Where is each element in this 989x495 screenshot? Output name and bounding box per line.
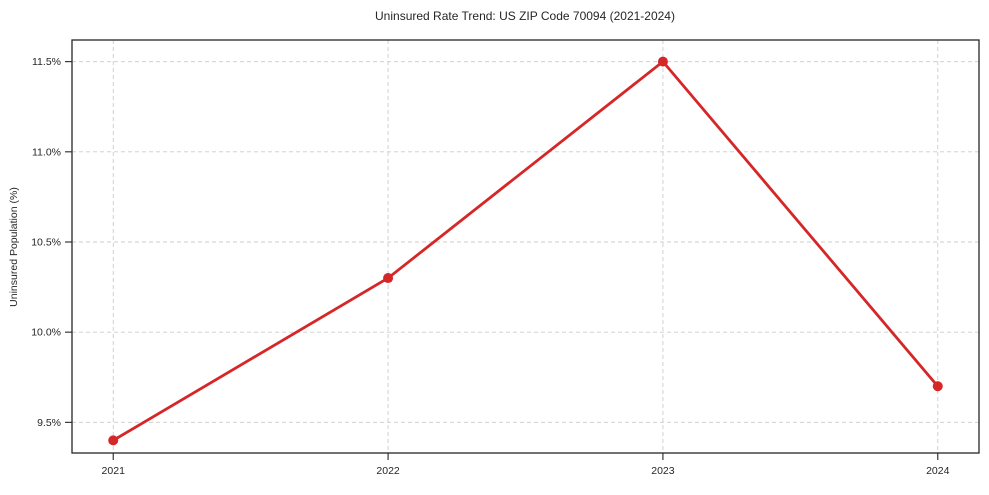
y-tick-label: 11.0% — [32, 146, 61, 158]
data-point-marker — [932, 381, 943, 392]
y-tick-label: 11.5% — [32, 56, 61, 68]
data-point-marker — [383, 273, 394, 284]
chart-title: Uninsured Rate Trend: US ZIP Code 70094 … — [375, 9, 675, 23]
gridlines — [72, 40, 979, 453]
axes-frame — [65, 39, 980, 460]
y-axis-label: Uninsured Population (%) — [8, 187, 20, 307]
x-tick-label: 2021 — [102, 465, 126, 477]
y-tick-label: 9.5% — [37, 417, 61, 429]
data-point-marker — [657, 56, 668, 67]
plot-border — [71, 39, 980, 454]
trend-line — [111, 60, 940, 442]
y-tick-label: 10.5% — [31, 236, 61, 248]
x-tick-label: 2024 — [926, 465, 950, 477]
x-tick-label: 2023 — [651, 465, 675, 477]
x-tick-label: 2022 — [376, 465, 400, 477]
tick-labels: 9.5% 10.0% 10.5% 11.0% 11.5% 2021 2022 2023 2024 — [31, 56, 949, 477]
y-tick-label: 10.0% — [31, 327, 61, 339]
data-series — [108, 56, 943, 446]
data-point-marker — [108, 435, 119, 446]
